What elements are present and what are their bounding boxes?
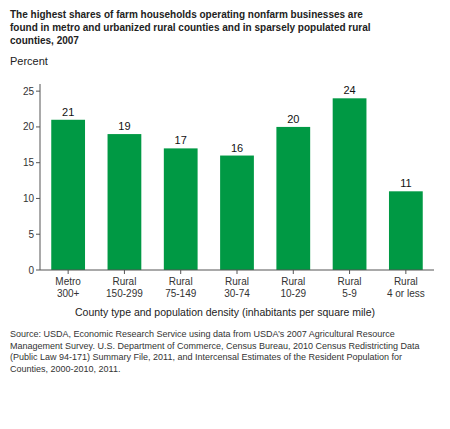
x-tick-label: Rural75-149: [165, 276, 197, 299]
source-note: Source: USDA, Economic Research Service …: [10, 329, 440, 375]
bar: [51, 120, 85, 270]
bar: [164, 148, 198, 270]
data-label: 20: [287, 113, 299, 125]
bar: [220, 156, 254, 270]
data-label: 21: [62, 106, 74, 118]
bar: [108, 134, 142, 270]
plot: 0 5 10 15 20 25 Metro300+ Rural150-299 Rural75-1…: [10, 68, 440, 304]
x-tick: [349, 270, 350, 274]
bars: [51, 98, 422, 270]
y-tick-label: 10: [23, 193, 35, 204]
y-tick-label: 5: [28, 229, 34, 240]
title: The highest shares of farm households op…: [10, 8, 440, 47]
chart-page: The highest shares of farm households op…: [0, 0, 450, 429]
data-label: 24: [343, 84, 355, 96]
data-label: 19: [118, 120, 130, 132]
x-tick-label: Rural10-29: [280, 276, 306, 299]
bar: [389, 191, 423, 270]
y-tick: [36, 126, 40, 127]
data-label: 16: [231, 142, 243, 154]
x-tick-label: Rural30-74: [224, 276, 250, 299]
bar: [276, 127, 310, 270]
x-tick: [68, 270, 69, 274]
x-tick: [180, 270, 181, 274]
x-axis-label: County type and population density (inha…: [10, 306, 440, 319]
y-tick: [36, 270, 40, 271]
data-label: 11: [400, 177, 411, 189]
y-tick-label: 25: [23, 86, 35, 97]
y-tick-label: 20: [23, 121, 35, 132]
y-tick-label: 0: [28, 265, 34, 276]
data-label: 17: [175, 134, 187, 146]
y-tick: [36, 162, 40, 163]
x-tick: [237, 270, 238, 274]
y-axis-line: [40, 84, 41, 270]
x-tick-label: Rural5-9: [338, 276, 362, 299]
y-axis-label: Percent: [10, 55, 440, 68]
y-tick: [36, 234, 40, 235]
x-tick-label: Rural4 or less: [387, 276, 425, 299]
x-tick-label: Rural150-299: [106, 276, 143, 299]
x-tick-label: Metro300+: [55, 276, 81, 299]
x-tick: [124, 270, 125, 274]
x-tick: [293, 270, 294, 274]
x-tick: [405, 270, 406, 274]
y-tick-label: 15: [23, 157, 35, 168]
bar: [333, 98, 367, 270]
y-tick: [36, 91, 40, 92]
y-tick: [36, 198, 40, 199]
